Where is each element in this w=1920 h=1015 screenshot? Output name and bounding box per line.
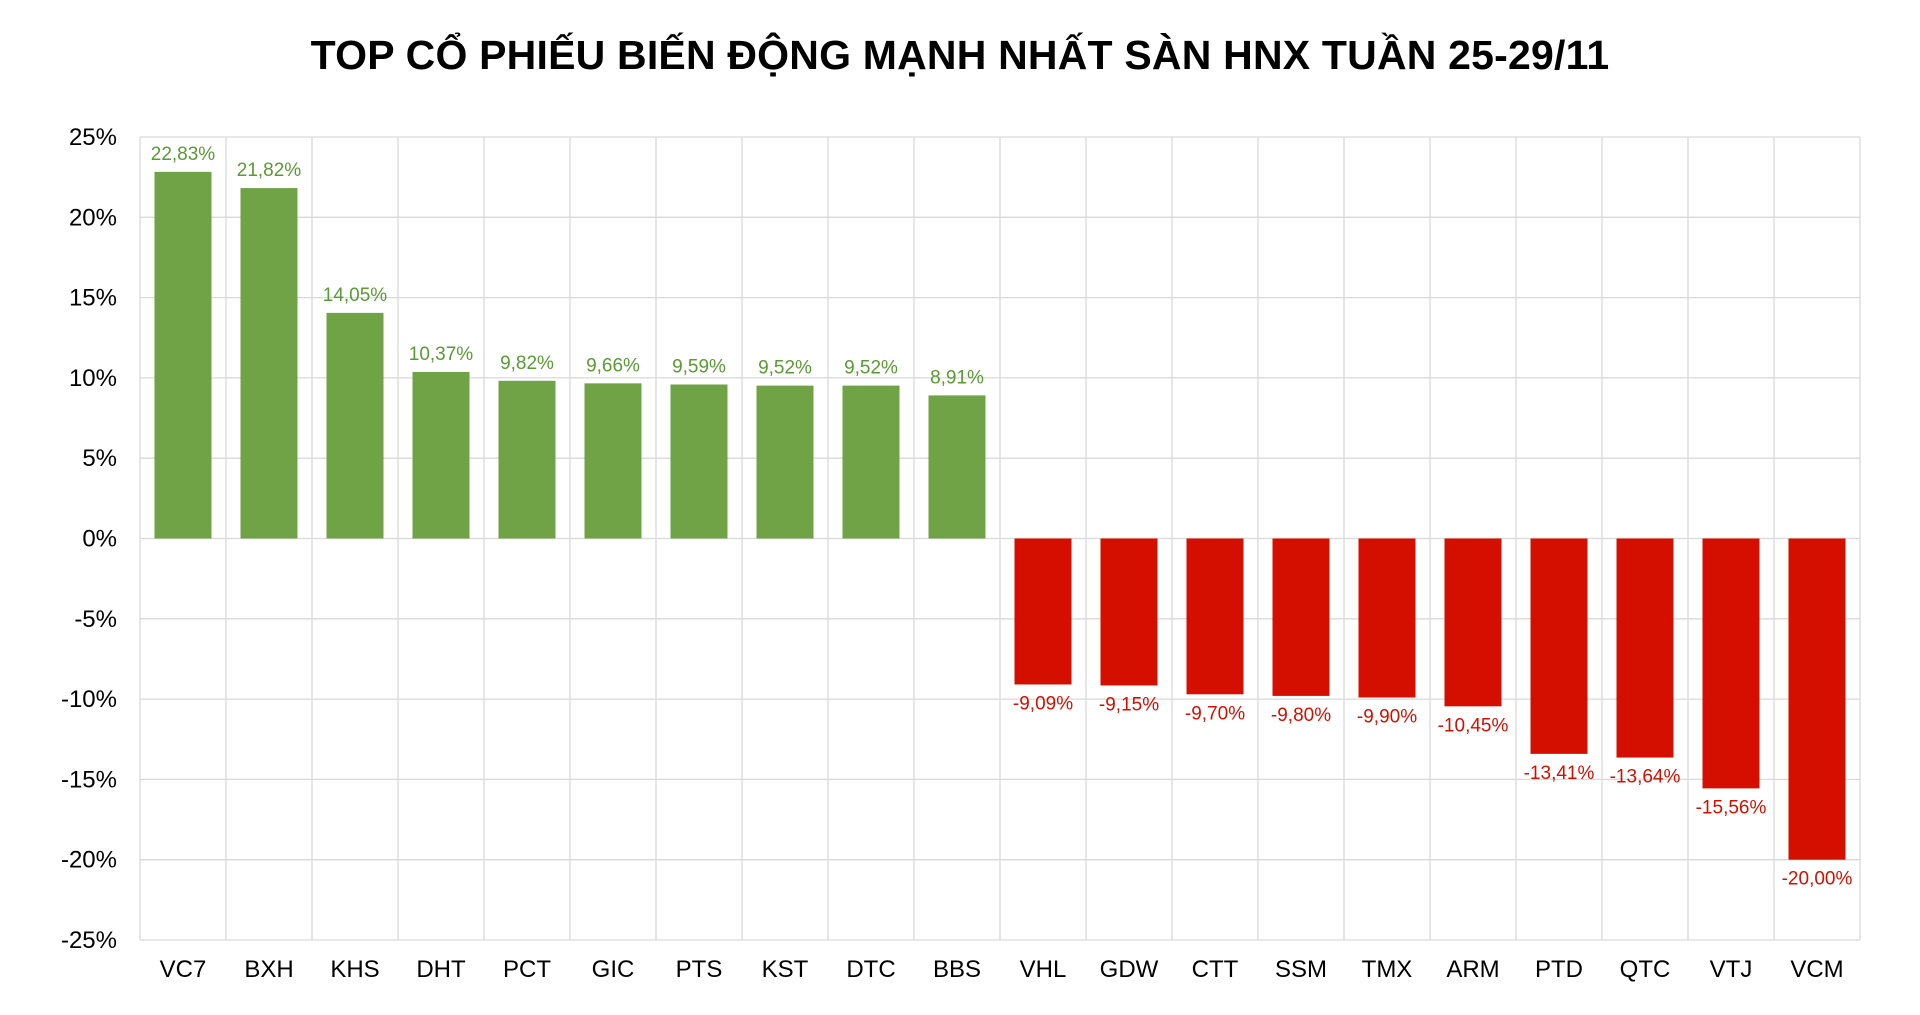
x-tick-label: KST [762, 956, 809, 983]
bar-bxh [240, 188, 298, 539]
data-label: -9,80% [1271, 705, 1331, 726]
data-label: -10,45% [1438, 715, 1509, 736]
x-tick-label: SSM [1275, 956, 1327, 983]
x-tick-label: BXH [244, 956, 293, 983]
x-tick-label: TMX [1362, 956, 1413, 983]
data-label: 9,66% [586, 355, 640, 376]
bar-tmx [1358, 538, 1416, 698]
bar-arm [1444, 538, 1502, 707]
bar-vhl [1014, 538, 1072, 685]
data-label: -13,41% [1524, 763, 1595, 784]
x-tick-label: DHT [416, 956, 466, 983]
x-tick-label: CTT [1192, 956, 1239, 983]
bar-dtc [842, 385, 900, 539]
bar-vcm [1788, 538, 1846, 860]
bar-gic [584, 383, 642, 539]
data-label: 8,91% [930, 367, 984, 388]
bar-qtc [1616, 538, 1674, 758]
y-tick-label: 10% [69, 365, 117, 392]
data-label: -13,64% [1610, 767, 1681, 788]
x-tick-label: DTC [846, 956, 895, 983]
bar-pct [498, 380, 556, 539]
y-tick-label: 0% [82, 526, 117, 553]
bar-ctt [1186, 538, 1244, 695]
y-tick-label: 15% [69, 285, 117, 312]
data-label-layer: 22,83% 21,82% 14,05% 10,37% 9,82% 9,66% 9,59% 9… [151, 144, 1853, 890]
y-tick-label: 5% [82, 445, 117, 472]
bar-layer [154, 171, 1846, 860]
y-axis: 25% 20% 15% 10% 5% 0% -5% -10% -15% -20% -25% [61, 124, 117, 954]
bar-bbs [928, 395, 986, 539]
y-tick-label: -20% [61, 847, 117, 874]
bar-vtj [1702, 538, 1760, 789]
y-tick-label: -25% [61, 927, 117, 954]
x-tick-label: GIC [592, 956, 635, 983]
x-tick-label: BBS [933, 956, 981, 983]
x-tick-label: PCT [503, 956, 551, 983]
x-tick-label: VCM [1790, 956, 1843, 983]
data-label: 10,37% [409, 344, 474, 365]
y-tick-label: 25% [69, 124, 117, 151]
bar-ptd [1530, 538, 1588, 754]
x-tick-label: VHL [1020, 956, 1067, 983]
data-label: 9,52% [844, 358, 898, 379]
y-tick-label: -10% [61, 686, 117, 713]
x-tick-label: GDW [1100, 956, 1159, 983]
bar-vc7 [154, 171, 212, 539]
bar-gdw [1100, 538, 1158, 686]
data-label: -9,90% [1357, 706, 1417, 727]
data-label: -9,70% [1185, 703, 1245, 724]
bar-pts [670, 384, 728, 539]
data-label: 22,83% [151, 144, 216, 165]
data-label: -20,00% [1782, 869, 1853, 890]
bar-dht [412, 371, 470, 539]
y-tick-label: -15% [61, 766, 117, 793]
x-tick-label: PTS [676, 956, 723, 983]
x-tick-label: QTC [1620, 956, 1671, 983]
x-tick-label: VTJ [1710, 956, 1753, 983]
data-label: 14,05% [323, 285, 388, 306]
x-tick-label: ARM [1446, 956, 1499, 983]
chart-title: TOP CỔ PHIẾU BIẾN ĐỘNG MẠNH NHẤT SÀN HNX… [310, 32, 1610, 78]
bar-ssm [1272, 538, 1330, 696]
grid-layer [139, 136, 1861, 941]
x-tick-label: KHS [330, 956, 379, 983]
data-label: -15,56% [1696, 797, 1767, 818]
x-tick-label: VC7 [160, 956, 207, 983]
y-tick-label: 20% [69, 204, 117, 231]
bar-khs [326, 312, 384, 539]
y-tick-label: -5% [74, 606, 117, 633]
data-label: 9,59% [672, 356, 726, 377]
data-label: -9,15% [1099, 694, 1159, 715]
data-label: 9,82% [500, 353, 554, 374]
x-tick-label: PTD [1535, 956, 1583, 983]
bar-kst [756, 385, 814, 539]
data-label: 21,82% [237, 160, 302, 181]
data-label: 9,52% [758, 358, 812, 379]
data-label: -9,09% [1013, 693, 1073, 714]
x-axis: VC7 BXH KHS DHT PCT GIC PTS KST DTC BBS VHL GDW CTT S… [160, 956, 1844, 983]
